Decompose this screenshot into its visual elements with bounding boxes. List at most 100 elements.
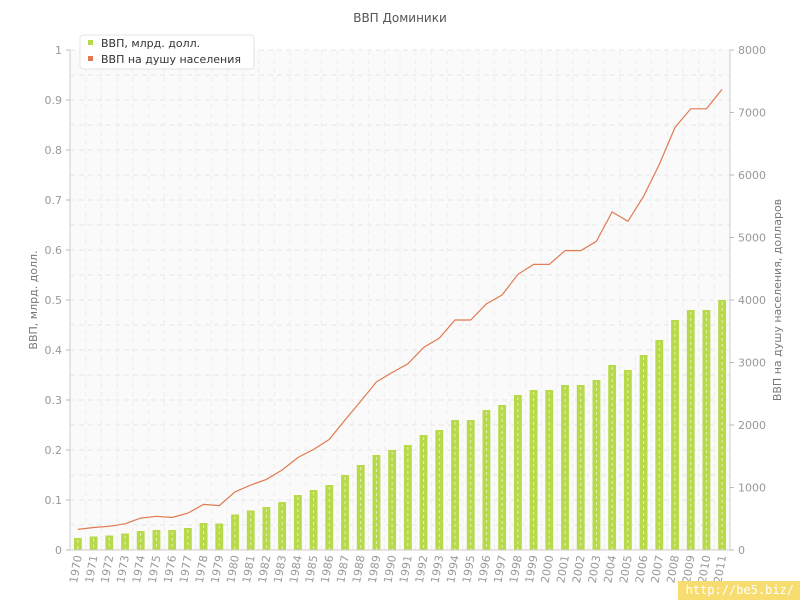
bar-1998 [513, 395, 522, 550]
y-tick-label-right: 6000 [738, 169, 766, 182]
y-tick-label-left: 0.7 [45, 194, 63, 207]
x-tick-label: 2003 [586, 554, 604, 584]
bar-1981 [246, 510, 255, 550]
x-tick-label: 1973 [114, 554, 132, 584]
bar-1978 [199, 523, 208, 550]
x-axis-ticks: 1970197119721973197419751976197719781979… [67, 554, 729, 584]
bar-1988 [356, 465, 365, 550]
y-tick-label-right: 5000 [738, 232, 766, 245]
x-tick-label: 2009 [680, 554, 698, 584]
legend: ВВП, млрд. долл. ВВП на душу населения [79, 34, 255, 70]
bar-1997 [498, 405, 507, 550]
bar-1983 [278, 502, 287, 550]
right-axis-ticks: 0 1000 2000 3000 4000 5000 6000 7000 8000 [730, 44, 766, 557]
x-tick-label: 2007 [649, 554, 667, 584]
x-tick-label: 1988 [350, 554, 368, 584]
x-tick-label: 1999 [523, 554, 541, 584]
x-tick-label: 1980 [224, 554, 242, 584]
bar-2003 [592, 380, 601, 550]
x-tick-label: 1998 [507, 554, 525, 584]
legend-label-gdp-per-capita: ВВП на душу населения [101, 53, 241, 66]
y-tick-label-left: 1 [55, 44, 62, 57]
x-tick-label: 1972 [99, 554, 117, 584]
x-tick-label: 1994 [444, 554, 462, 584]
bar-1989 [372, 455, 381, 550]
y-tick-label-left: 0.3 [45, 394, 63, 407]
y-tick-label-left: 0.1 [45, 494, 63, 507]
x-tick-label: 1985 [303, 554, 321, 584]
x-tick-label: 1979 [209, 554, 227, 584]
x-tick-label: 1983 [271, 554, 289, 584]
x-tick-label: 2004 [601, 554, 619, 584]
y-tick-label-left: 0.4 [45, 344, 63, 357]
y-axis-label-left: ВВП, млрд. долл. [27, 250, 40, 349]
y-tick-label-left: 0.2 [45, 444, 63, 457]
y-tick-label-left: 0.9 [45, 94, 63, 107]
x-tick-label: 1996 [476, 554, 494, 584]
y-axis-label-right: ВВП на душу населения, долларов [771, 199, 784, 401]
x-tick-label: 2001 [554, 554, 572, 584]
y-tick-label-left: 0 [55, 544, 62, 557]
y-tick-label-right: 8000 [738, 44, 766, 57]
bar-1970 [73, 538, 82, 550]
x-tick-label: 2010 [696, 554, 714, 584]
x-tick-label: 1995 [460, 554, 478, 584]
bar-1971 [89, 536, 98, 550]
bar-1980 [231, 514, 239, 550]
legend-swatch-gdp-per-capita [88, 56, 93, 61]
legend-box [79, 34, 255, 70]
x-tick-label: 1997 [491, 554, 509, 584]
y-tick-label-left: 0.8 [45, 144, 63, 157]
legend-swatch-gdp [88, 40, 93, 45]
left-axis-ticks: 0 0.1 0.2 0.3 0.4 0.5 0.6 0.7 0.8 0.9 1 [45, 44, 70, 557]
line-gdp-per-capita [77, 89, 723, 530]
x-tick-label: 1977 [177, 554, 195, 584]
x-tick-label: 1981 [240, 554, 258, 584]
chart-title: ВВП Доминики [353, 11, 447, 25]
legend-label-gdp: ВВП, млрд. долл. [101, 37, 200, 50]
x-tick-label: 2005 [617, 554, 635, 584]
bar-1972 [105, 535, 114, 550]
x-tick-label: 2000 [539, 554, 557, 584]
bar-1987 [341, 475, 349, 550]
bar-1993 [435, 430, 444, 550]
line-series [77, 89, 723, 530]
y-tick-label-right: 7000 [738, 107, 766, 120]
bar-2008 [671, 320, 679, 550]
bar-1985 [309, 490, 318, 550]
grid [69, 49, 731, 550]
x-tick-label: 1978 [193, 554, 211, 584]
x-tick-label: 1976 [161, 554, 179, 584]
y-tick-label-right: 0 [738, 544, 745, 557]
x-tick-label: 1993 [429, 554, 447, 584]
y-tick-label-right: 1000 [738, 482, 766, 495]
bar-2005 [623, 370, 632, 550]
y-tick-label-right: 2000 [738, 419, 766, 432]
x-tick-label: 2011 [711, 554, 729, 584]
bar-1979 [215, 523, 224, 550]
bar-2010 [702, 310, 711, 550]
x-tick-label: 2006 [633, 554, 651, 584]
x-tick-label: 1989 [366, 554, 384, 584]
x-tick-label: 1986 [319, 554, 337, 584]
y-tick-label-right: 3000 [738, 357, 766, 370]
bar-2009 [686, 310, 695, 550]
y-tick-label-left: 0.5 [45, 294, 63, 307]
y-tick-label-left: 0.6 [45, 244, 63, 257]
x-tick-label: 1974 [130, 554, 148, 584]
x-tick-label: 1987 [334, 554, 352, 584]
x-tick-label: 1975 [146, 554, 164, 584]
x-tick-label: 2008 [664, 554, 682, 584]
x-tick-label: 1970 [67, 554, 85, 584]
bar-series [73, 300, 727, 550]
x-tick-label: 1984 [287, 554, 305, 584]
y-tick-label-right: 4000 [738, 294, 766, 307]
watermark[interactable]: http://be5.biz/ [677, 581, 800, 600]
bar-2006 [639, 355, 648, 550]
x-tick-label: 2002 [570, 554, 588, 584]
x-tick-label: 1982 [256, 554, 274, 584]
x-tick-label: 1990 [381, 554, 399, 584]
x-tick-label: 1971 [83, 554, 101, 584]
x-tick-label: 1992 [413, 554, 431, 584]
